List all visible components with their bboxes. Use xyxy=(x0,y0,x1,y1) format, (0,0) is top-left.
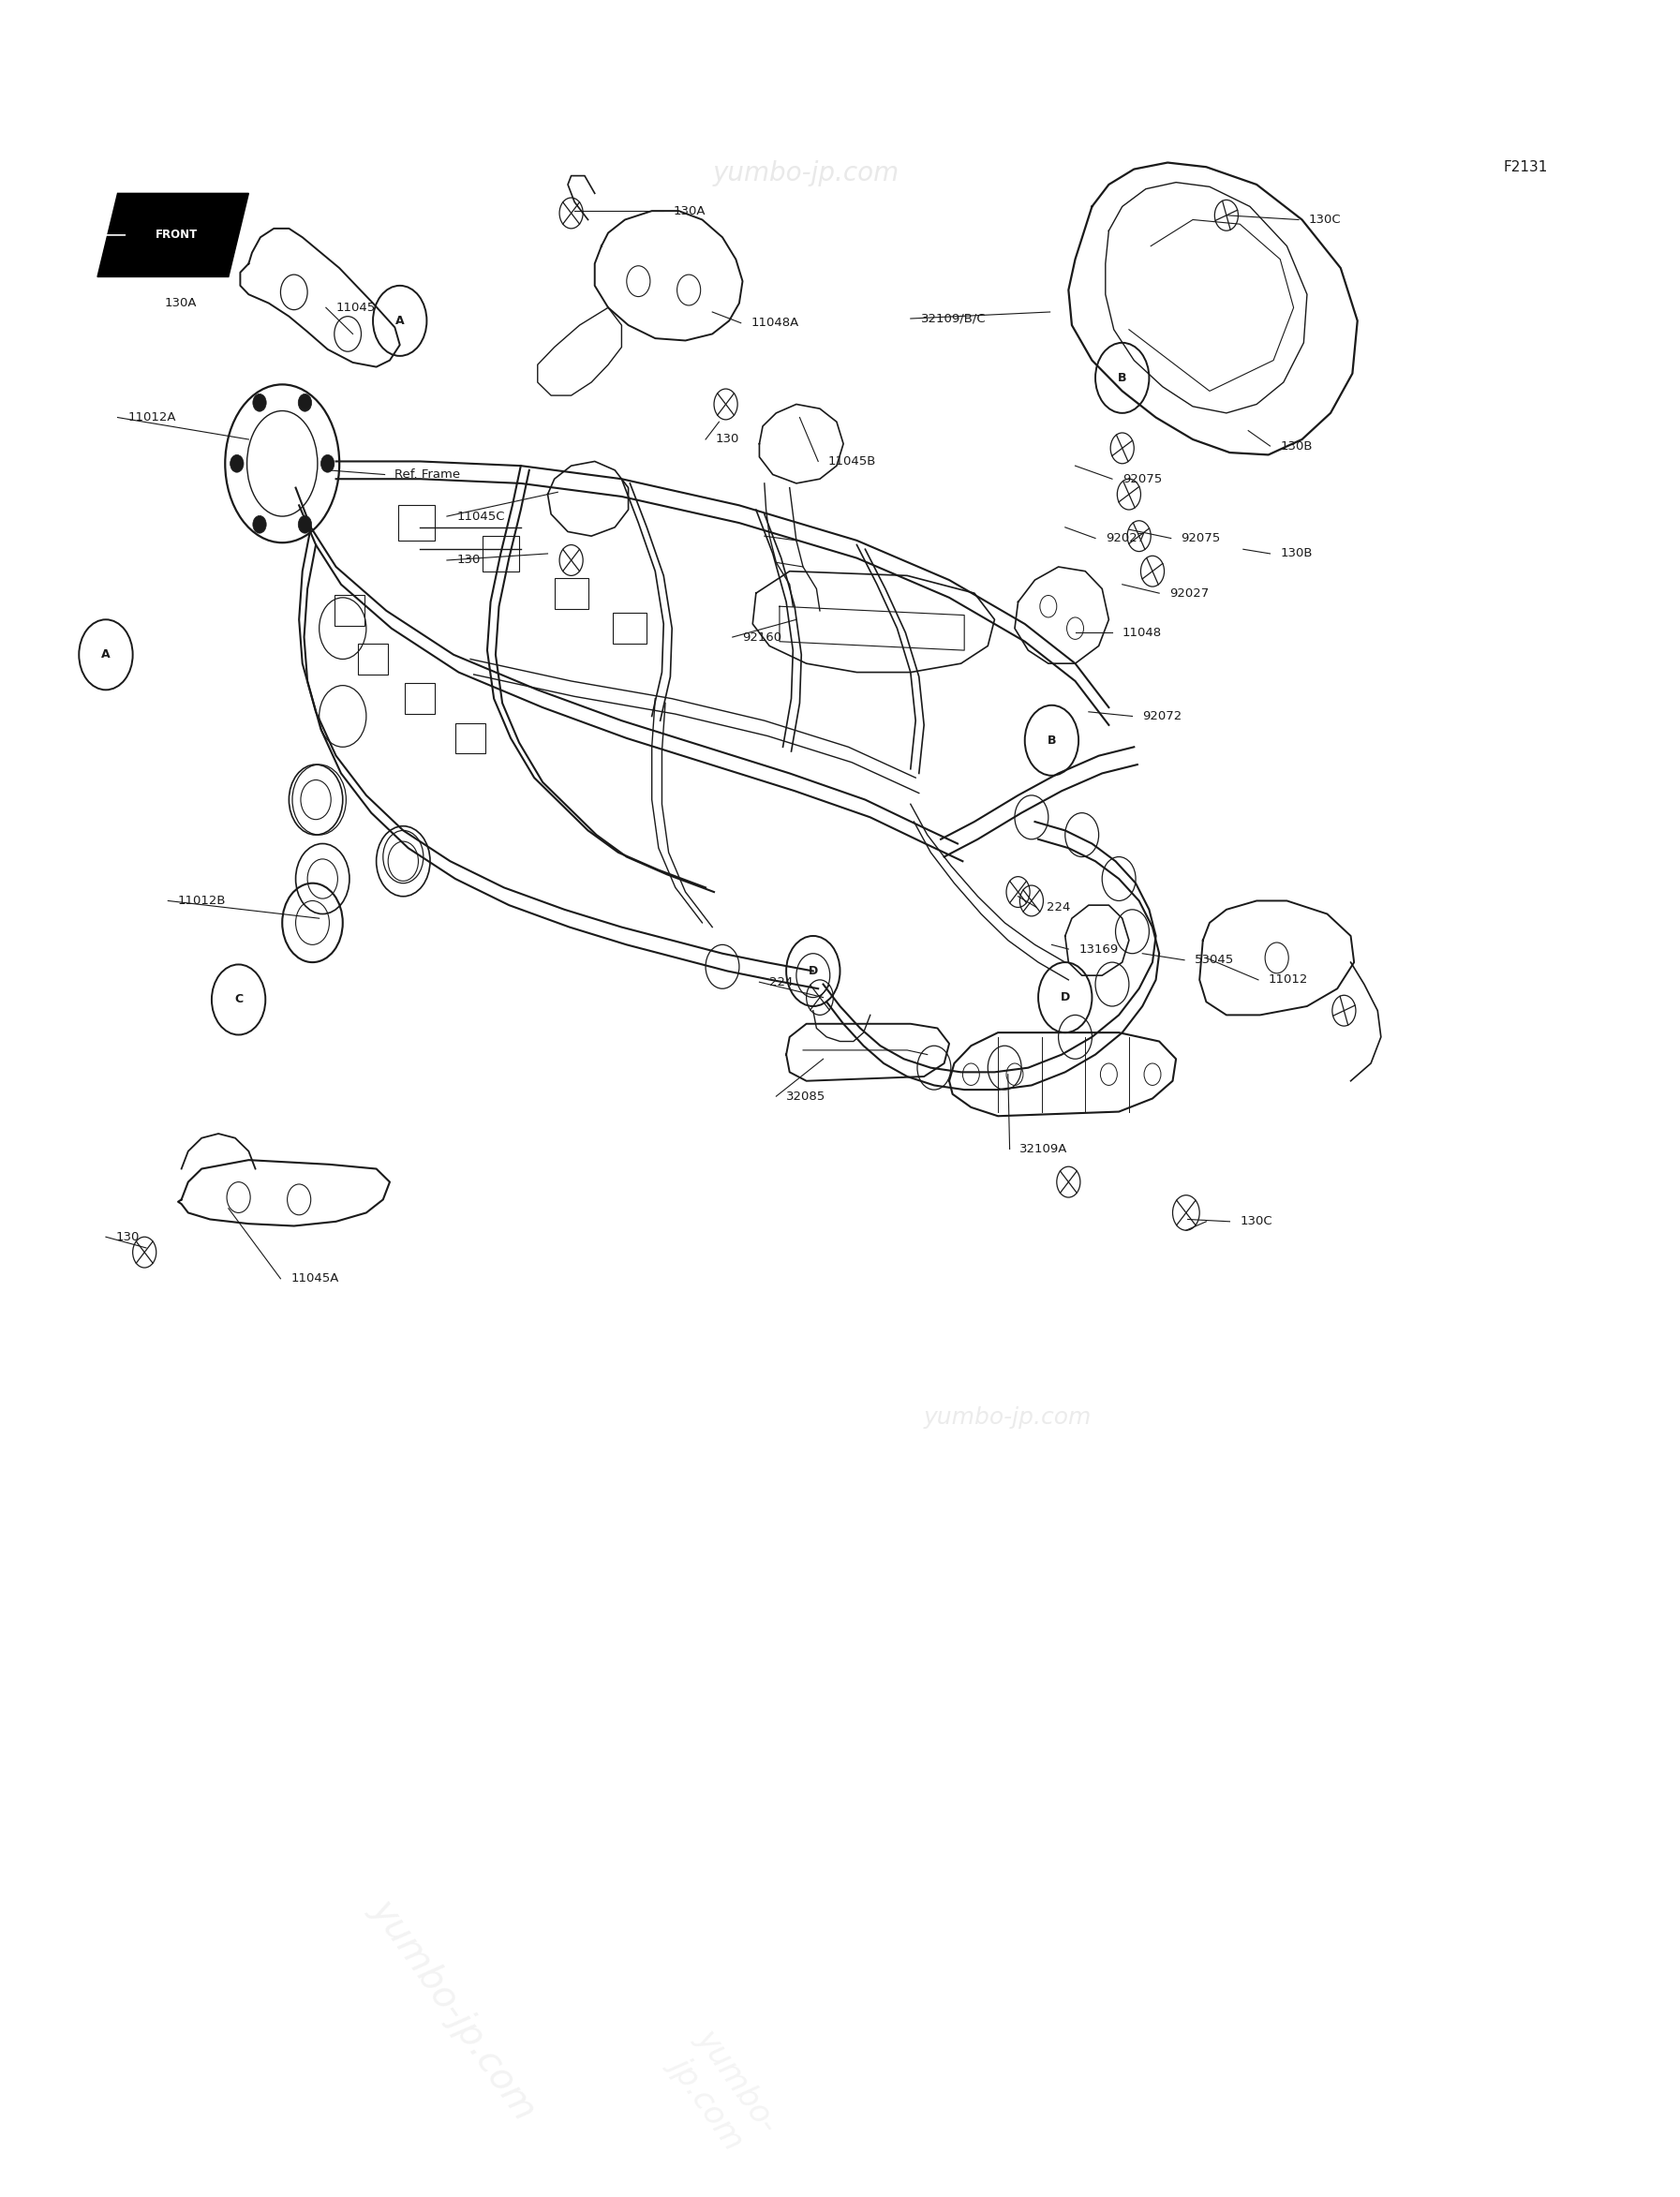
Text: B: B xyxy=(1117,371,1127,384)
Text: 92075: 92075 xyxy=(1181,532,1221,545)
Text: 92027: 92027 xyxy=(1169,587,1210,600)
Text: 130A: 130A xyxy=(165,297,197,310)
Text: 130: 130 xyxy=(716,433,739,446)
Text: C: C xyxy=(234,993,244,1006)
Text: A: A xyxy=(395,314,405,327)
Circle shape xyxy=(252,393,267,411)
Text: 11048: 11048 xyxy=(1122,626,1161,639)
Text: 92072: 92072 xyxy=(1142,710,1183,723)
Text: 92160: 92160 xyxy=(743,631,781,644)
Polygon shape xyxy=(97,193,249,277)
Circle shape xyxy=(299,393,312,411)
Text: B: B xyxy=(1047,734,1057,747)
Text: 13169: 13169 xyxy=(1079,943,1119,956)
Text: 11045B: 11045B xyxy=(828,455,877,468)
Text: 92075: 92075 xyxy=(1122,472,1163,486)
Text: 11012: 11012 xyxy=(1268,973,1309,986)
Text: 11045: 11045 xyxy=(336,301,376,314)
Text: 130: 130 xyxy=(457,554,480,567)
Text: Ref. Frame: Ref. Frame xyxy=(395,468,460,481)
Text: 130: 130 xyxy=(116,1230,139,1244)
Text: 11012A: 11012A xyxy=(128,411,176,424)
Text: 32085: 32085 xyxy=(786,1090,827,1103)
Text: F2131: F2131 xyxy=(1504,160,1547,174)
Bar xyxy=(358,644,388,674)
Bar xyxy=(405,683,435,714)
Bar xyxy=(334,595,365,626)
Text: 92027: 92027 xyxy=(1105,532,1146,545)
Text: 130A: 130A xyxy=(674,204,706,218)
Text: 224: 224 xyxy=(1047,901,1070,914)
Text: 130B: 130B xyxy=(1280,439,1312,453)
Text: 224: 224 xyxy=(769,975,793,989)
Bar xyxy=(398,505,435,540)
Text: 130C: 130C xyxy=(1309,213,1341,226)
Circle shape xyxy=(230,455,244,472)
Text: yumbo-jp.com: yumbo-jp.com xyxy=(924,1406,1092,1428)
Text: 11012B: 11012B xyxy=(178,894,227,907)
Text: FRONT: FRONT xyxy=(155,228,198,242)
Bar xyxy=(455,723,486,754)
Circle shape xyxy=(252,516,265,534)
Bar xyxy=(482,536,519,571)
Text: yumbo-
jp.com: yumbo- jp.com xyxy=(660,2023,785,2160)
Text: 11048A: 11048A xyxy=(751,316,800,330)
Text: 11045A: 11045A xyxy=(291,1272,339,1285)
Bar xyxy=(554,578,588,609)
Text: A: A xyxy=(101,648,111,661)
Text: 32109/B/C: 32109/B/C xyxy=(921,312,986,325)
Text: 130C: 130C xyxy=(1240,1215,1272,1228)
Text: 53045: 53045 xyxy=(1194,953,1235,967)
Text: D: D xyxy=(808,964,818,978)
Circle shape xyxy=(321,455,334,472)
Text: 11045C: 11045C xyxy=(457,510,506,523)
Circle shape xyxy=(299,516,312,534)
Bar xyxy=(613,613,647,644)
Text: 32109A: 32109A xyxy=(1020,1142,1068,1156)
Text: yumbo-jp.com: yumbo-jp.com xyxy=(365,1894,543,2127)
Text: D: D xyxy=(1060,991,1070,1004)
Text: yumbo-jp.com: yumbo-jp.com xyxy=(712,160,900,187)
Text: 130B: 130B xyxy=(1280,547,1312,560)
